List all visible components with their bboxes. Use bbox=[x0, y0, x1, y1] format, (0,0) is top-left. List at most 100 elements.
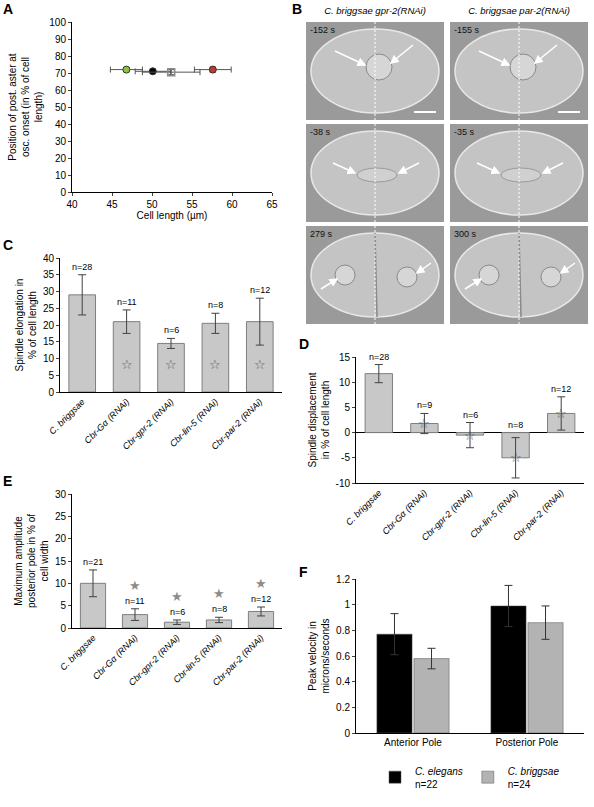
svg-text:Cbr-Gα (RNAi): Cbr-Gα (RNAi) bbox=[91, 633, 140, 682]
svg-text:-152 s: -152 s bbox=[310, 25, 336, 35]
svg-text:10: 10 bbox=[55, 578, 67, 589]
svg-text:n=21: n=21 bbox=[83, 557, 103, 567]
svg-text:10: 10 bbox=[43, 353, 55, 364]
svg-text:n=28: n=28 bbox=[72, 262, 92, 272]
svg-text:15: 15 bbox=[339, 352, 351, 363]
svg-text:50: 50 bbox=[55, 102, 67, 113]
svg-text:40: 40 bbox=[43, 253, 55, 264]
svg-text:65: 65 bbox=[266, 199, 278, 210]
svg-text:Anterior Pole: Anterior Pole bbox=[384, 737, 442, 748]
svg-text:n=6: n=6 bbox=[164, 325, 179, 335]
svg-text:★: ★ bbox=[171, 589, 183, 604]
svg-text:Cbr-gpr-2 (RNAi): Cbr-gpr-2 (RNAi) bbox=[127, 633, 182, 688]
svg-text:0: 0 bbox=[60, 187, 66, 198]
svg-text:☆: ☆ bbox=[121, 357, 133, 372]
svg-text:☆: ☆ bbox=[555, 406, 567, 421]
svg-text:Cbr-par-2 (RNAi): Cbr-par-2 (RNAi) bbox=[511, 488, 566, 543]
svg-text:-5: -5 bbox=[341, 452, 350, 463]
svg-text:60: 60 bbox=[55, 85, 67, 96]
svg-text:20: 20 bbox=[43, 320, 55, 331]
svg-text:Cbr-lin-5 (RNAi): Cbr-lin-5 (RNAi) bbox=[468, 488, 520, 540]
svg-text:0: 0 bbox=[60, 623, 66, 634]
svg-text:100: 100 bbox=[49, 17, 66, 28]
svg-text:Position of post. aster atosc.: Position of post. aster atosc. onset (in… bbox=[7, 53, 44, 161]
svg-text:-38 s: -38 s bbox=[310, 127, 331, 137]
svg-text:☆: ☆ bbox=[510, 450, 522, 465]
svg-text:n=6: n=6 bbox=[463, 410, 478, 420]
svg-text:Cbr-par-2 (RNAi): Cbr-par-2 (RNAi) bbox=[209, 397, 264, 452]
svg-text:30: 30 bbox=[55, 489, 67, 500]
svg-text:20: 20 bbox=[55, 533, 67, 544]
svg-text:0.4: 0.4 bbox=[336, 676, 350, 687]
svg-text:n=6: n=6 bbox=[170, 607, 185, 617]
svg-text:0.8: 0.8 bbox=[336, 625, 350, 636]
svg-text:0: 0 bbox=[344, 728, 350, 739]
svg-text:Cbr-lin-5 (RNAi): Cbr-lin-5 (RNAi) bbox=[171, 633, 223, 685]
svg-text:15: 15 bbox=[55, 556, 67, 567]
svg-text:Maximum amplitudeposterior pol: Maximum amplitudeposterior pole in % ofc… bbox=[13, 514, 50, 608]
svg-text:n=11: n=11 bbox=[117, 297, 137, 307]
svg-text:0.2: 0.2 bbox=[336, 702, 350, 713]
svg-text:C. briggsae: C. briggsae bbox=[344, 488, 384, 528]
svg-text:0.6: 0.6 bbox=[336, 651, 350, 662]
svg-text:n=8: n=8 bbox=[208, 300, 223, 310]
svg-text:C. briggsaen=24: C. briggsaen=24 bbox=[508, 766, 560, 790]
svg-text:-155 s: -155 s bbox=[454, 25, 480, 35]
svg-text:60: 60 bbox=[226, 199, 238, 210]
svg-text:35: 35 bbox=[43, 269, 55, 280]
svg-text:★: ★ bbox=[129, 578, 141, 593]
svg-text:n=8: n=8 bbox=[508, 420, 523, 430]
svg-text:Spindle elongation in% of cell: Spindle elongation in% of cell length bbox=[14, 279, 38, 372]
svg-text:5: 5 bbox=[344, 402, 350, 413]
svg-text:Cell length (µm): Cell length (µm) bbox=[137, 210, 208, 221]
svg-text:C. briggsae gpr-2(RNAi): C. briggsae gpr-2(RNAi) bbox=[324, 5, 426, 16]
svg-text:n=11: n=11 bbox=[125, 596, 145, 606]
svg-text:n=12: n=12 bbox=[551, 384, 571, 394]
svg-text:50: 50 bbox=[146, 199, 158, 210]
svg-text:10: 10 bbox=[339, 377, 351, 388]
svg-text:279 s: 279 s bbox=[310, 229, 333, 239]
svg-text:1: 1 bbox=[344, 599, 350, 610]
svg-text:30: 30 bbox=[43, 286, 55, 297]
svg-text:-10: -10 bbox=[336, 478, 351, 489]
svg-text:40: 40 bbox=[66, 199, 78, 210]
svg-text:5: 5 bbox=[48, 370, 54, 381]
svg-text:70: 70 bbox=[55, 68, 67, 79]
svg-text:★: ★ bbox=[213, 586, 225, 601]
svg-text:C. briggsae: C. briggsae bbox=[58, 633, 98, 673]
svg-text:-35 s: -35 s bbox=[454, 127, 475, 137]
svg-text:40: 40 bbox=[55, 119, 67, 130]
svg-text:0: 0 bbox=[344, 427, 350, 438]
svg-text:10: 10 bbox=[55, 170, 67, 181]
svg-text:Cbr-Gα (RNAi): Cbr-Gα (RNAi) bbox=[380, 488, 429, 537]
svg-text:Cbr-par-2 (RNAi): Cbr-par-2 (RNAi) bbox=[211, 633, 266, 688]
svg-text:☆: ☆ bbox=[464, 428, 476, 443]
svg-text:☆: ☆ bbox=[254, 357, 266, 372]
svg-text:25: 25 bbox=[43, 303, 55, 314]
svg-text:C. elegansn=22: C. elegansn=22 bbox=[415, 766, 463, 790]
svg-text:C. briggsae par-2(RNAi): C. briggsae par-2(RNAi) bbox=[468, 5, 570, 16]
svg-text:30: 30 bbox=[55, 136, 67, 147]
svg-text:n=28: n=28 bbox=[369, 352, 389, 362]
svg-text:0: 0 bbox=[48, 387, 54, 398]
svg-text:20: 20 bbox=[55, 153, 67, 164]
svg-text:Spindle displacementin % of ce: Spindle displacementin % of cell length bbox=[307, 372, 331, 467]
svg-text:n=12: n=12 bbox=[250, 285, 270, 295]
svg-text:300 s: 300 s bbox=[454, 229, 477, 239]
svg-text:★: ★ bbox=[255, 576, 267, 591]
svg-text:Peak velocity inmicrons/second: Peak velocity inmicrons/seconds bbox=[307, 618, 331, 693]
svg-text:Cbr-lin-5 (RNAi): Cbr-lin-5 (RNAi) bbox=[168, 397, 220, 449]
svg-text:5: 5 bbox=[60, 600, 66, 611]
svg-text:Cbr-gpr-2 (RNAi): Cbr-gpr-2 (RNAi) bbox=[121, 397, 176, 452]
svg-text:n=9: n=9 bbox=[417, 400, 432, 410]
svg-text:Cbr-Gα (RNAi): Cbr-Gα (RNAi) bbox=[82, 397, 131, 446]
svg-text:15: 15 bbox=[43, 336, 55, 347]
svg-text:80: 80 bbox=[55, 51, 67, 62]
svg-text:☆: ☆ bbox=[209, 357, 221, 372]
svg-text:45: 45 bbox=[106, 199, 118, 210]
svg-text:25: 25 bbox=[55, 511, 67, 522]
svg-text:Posterior Pole: Posterior Pole bbox=[496, 737, 559, 748]
svg-text:Cbr-gpr-2 (RNAi): Cbr-gpr-2 (RNAi) bbox=[420, 488, 475, 543]
svg-text:n=8: n=8 bbox=[212, 604, 227, 614]
svg-text:90: 90 bbox=[55, 34, 67, 45]
